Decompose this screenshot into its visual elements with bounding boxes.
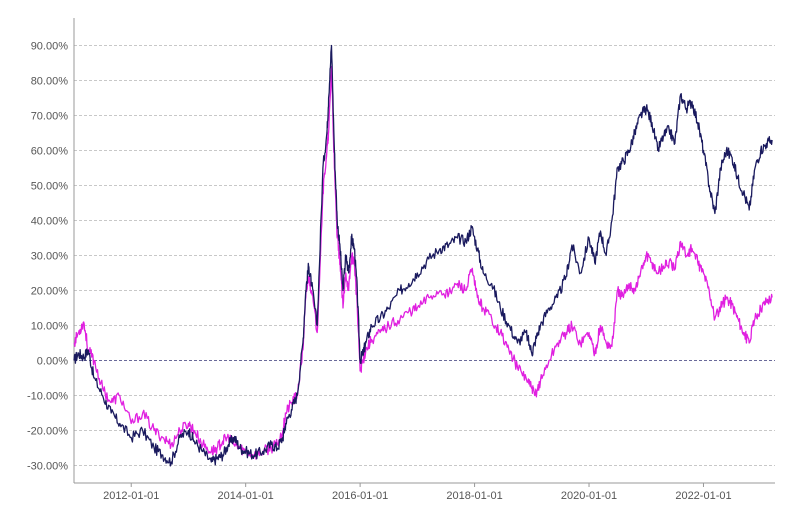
y-tick-label: 20.00% xyxy=(31,286,69,298)
y-tick-label: 40.00% xyxy=(31,216,69,228)
y-tick-label: 10.00% xyxy=(31,321,69,333)
series-lines xyxy=(73,44,773,467)
x-tick-label: 2020-01-01 xyxy=(561,490,617,502)
axes xyxy=(73,18,775,484)
y-tick-label: 50.00% xyxy=(31,181,69,193)
navy-series-line xyxy=(73,44,773,467)
y-tick-label: 80.00% xyxy=(31,76,69,88)
x-tick-label: 2018-01-01 xyxy=(446,490,502,502)
x-tick-label: 2012-01-01 xyxy=(103,490,159,502)
grid-lines xyxy=(74,45,775,466)
magenta-series-line xyxy=(73,65,773,460)
y-tick-label: 70.00% xyxy=(31,111,69,123)
x-tick-label: 2014-01-01 xyxy=(218,490,274,502)
x-tick-label: 2022-01-01 xyxy=(675,490,731,502)
y-tick-label: -10.00% xyxy=(27,391,68,403)
y-axis-ticks: -30.00% -20.00% -10.00% 0.00% 10.00% 20.00% 30… xyxy=(27,41,68,473)
y-tick-label: 60.00% xyxy=(31,146,69,158)
x-tick-label: 2016-01-01 xyxy=(332,490,388,502)
y-tick-label: -30.00% xyxy=(27,461,68,473)
y-tick-label: 30.00% xyxy=(31,251,69,263)
y-tick-label: -20.00% xyxy=(27,426,68,438)
y-tick-label: 0.00% xyxy=(37,356,68,368)
x-axis-ticks: 2012-01-01 2014-01-01 2016-01-01 2018-01-01… xyxy=(103,483,732,502)
y-tick-label: 90.00% xyxy=(31,41,69,53)
